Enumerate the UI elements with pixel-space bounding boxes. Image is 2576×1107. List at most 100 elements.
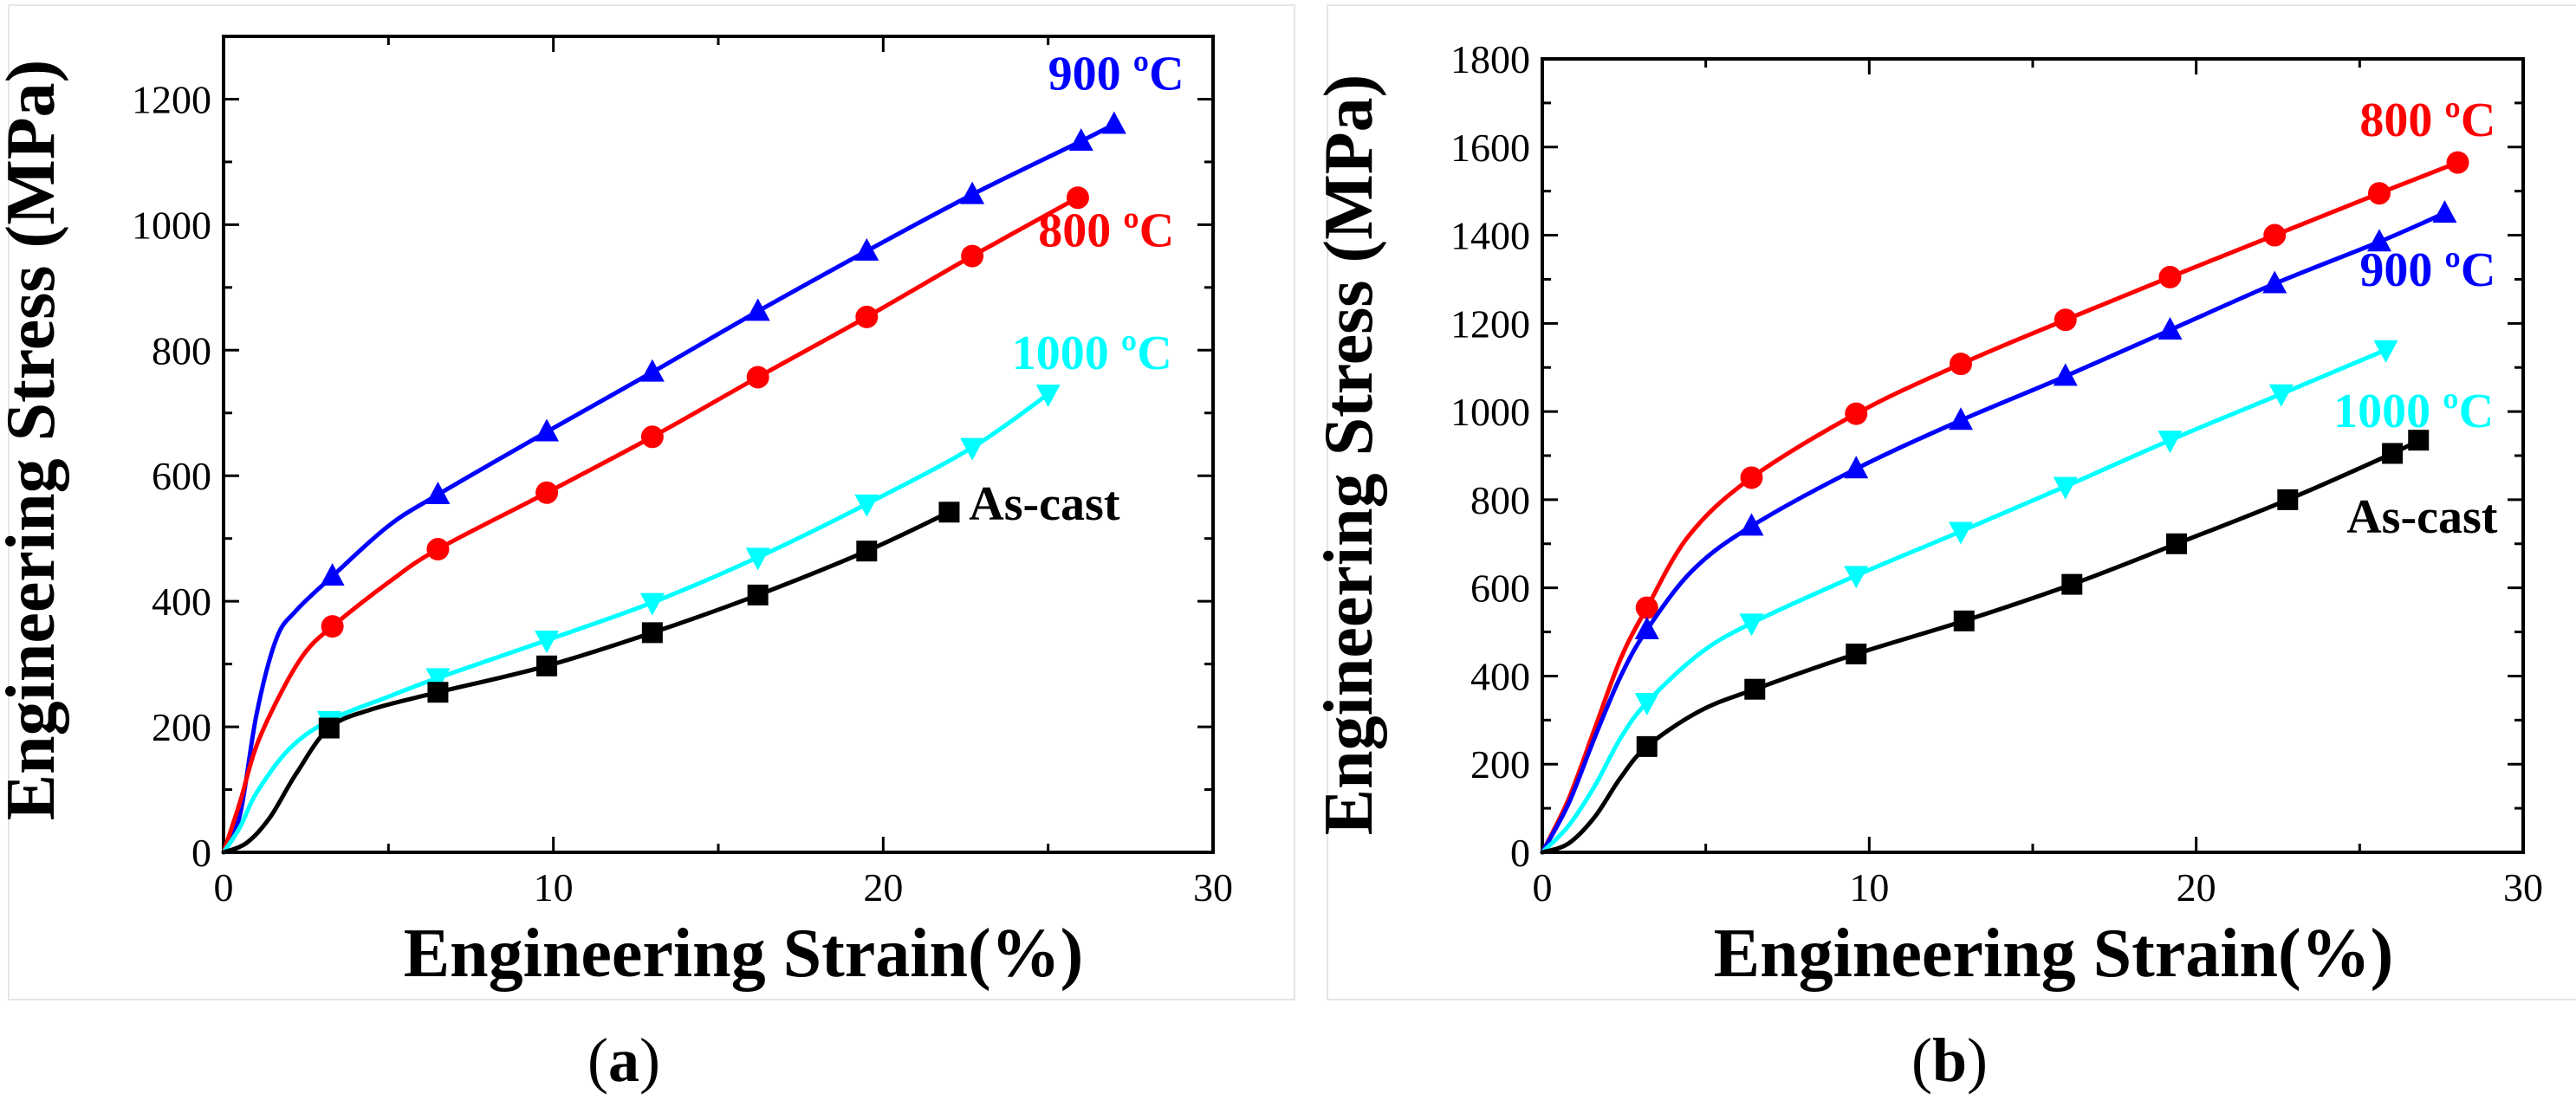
- y-tick-label: 200: [1470, 742, 1530, 787]
- data-point-triangle-up: [425, 481, 451, 504]
- data-point-square: [2061, 573, 2083, 595]
- data-point-circle: [1845, 402, 1868, 425]
- chart-panel-b: 0 10 20 30 0 200 400 600 800 1000 1200 1400 1600 1800…: [1311, 4, 2576, 1095]
- data-point-triangle-up: [2262, 270, 2287, 294]
- data-point-square: [1846, 644, 1867, 664]
- data-point-square: [2408, 430, 2430, 451]
- y-tick-label: 400: [1470, 654, 1530, 698]
- series-line: [221, 121, 1117, 855]
- y-tick-label: 1400: [1450, 214, 1530, 258]
- data-point-triangle-up: [745, 298, 770, 321]
- y-axis-title: Engineering Stress (MPa): [0, 60, 69, 820]
- x-axis-title: Engineering Strain(%): [404, 916, 1083, 992]
- data-point-triangle-down: [1948, 521, 1973, 545]
- series-label: As-cast: [969, 477, 1120, 531]
- series-label: 800 ºC: [2359, 94, 2495, 147]
- data-point-circle: [1740, 466, 1763, 489]
- y-tick-label: 800: [152, 328, 211, 372]
- x-tick-label: 20: [2177, 865, 2216, 910]
- data-point-square: [536, 655, 558, 676]
- series-label: 800 ºC: [1038, 204, 1174, 258]
- panel-label-letter: b: [1932, 1026, 1967, 1095]
- data-point-triangle-down: [960, 437, 985, 461]
- panel-label-open: (: [587, 1026, 608, 1095]
- data-point-circle: [746, 366, 769, 389]
- series-label: As-cast: [2346, 490, 2498, 544]
- data-point-triangle-up: [1844, 456, 1869, 479]
- series-as-cast: As-cast: [1540, 430, 2498, 855]
- y-tick-label: 0: [191, 831, 211, 875]
- data-point-triangle-up: [1101, 111, 1126, 134]
- panel-label: (b): [1911, 1026, 1988, 1095]
- y-tick-label: 1000: [132, 203, 211, 247]
- data-point-circle: [1635, 596, 1658, 619]
- data-point-circle: [426, 538, 450, 561]
- data-point-triangle-down: [1844, 566, 1869, 589]
- data-point-triangle-up: [1634, 617, 1659, 640]
- data-point-triangle-down: [425, 668, 451, 691]
- data-point-circle: [2054, 308, 2077, 332]
- series-900-c: 900 ºC: [221, 48, 1184, 855]
- data-point-triangle-up: [2053, 363, 2078, 386]
- data-point-triangle-up: [535, 418, 560, 442]
- data-point-triangle-up: [2157, 316, 2183, 340]
- series-label: 900 ºC: [1048, 48, 1184, 101]
- series-label: 1000 ºC: [1012, 327, 1172, 380]
- x-tick-label: 30: [2503, 865, 2543, 910]
- data-point-triangle-down: [1035, 385, 1061, 408]
- data-point-triangle-up: [1068, 128, 1093, 152]
- data-point-circle: [535, 481, 559, 504]
- data-point-square: [747, 584, 769, 605]
- y-tick-label: 600: [152, 454, 211, 498]
- panel-label-letter: a: [608, 1026, 639, 1095]
- x-tick-label: 0: [1533, 865, 1553, 910]
- x-tick-label: 10: [1849, 865, 1889, 910]
- x-axis-title: Engineering Strain(%): [1714, 916, 2393, 992]
- data-point-square: [938, 502, 960, 523]
- data-point-triangle-down: [639, 592, 665, 616]
- data-point-triangle-up: [1739, 513, 1764, 536]
- x-tick-label: 10: [534, 865, 574, 910]
- data-point-square: [318, 717, 340, 739]
- y-tick-label: 1800: [1450, 37, 1530, 81]
- panel-label: (a): [587, 1026, 660, 1095]
- panel-label-close: ): [639, 1026, 660, 1095]
- y-tick-label: 0: [1510, 831, 1530, 875]
- data-point-triangle-up: [320, 563, 345, 586]
- y-tick-label: 1000: [1450, 390, 1530, 434]
- y-axis-title: Engineering Stress (MPa): [1311, 74, 1387, 835]
- data-point-triangle-up: [2432, 200, 2457, 223]
- data-point-triangle-up: [1948, 407, 1973, 430]
- y-tick-label: 1200: [1450, 301, 1530, 346]
- y-tick-label: 400: [152, 579, 211, 624]
- data-point-square: [1636, 735, 1658, 757]
- series-label: 900 ºC: [2359, 243, 2495, 297]
- data-point-triangle-down: [1634, 692, 1659, 715]
- series-800-c: 800 ºC: [221, 186, 1174, 855]
- data-point-circle: [2158, 265, 2182, 288]
- data-point-triangle-up: [2366, 229, 2391, 252]
- panel-label-open: (: [1911, 1026, 1932, 1095]
- data-point-triangle-down: [535, 631, 560, 654]
- data-point-square: [2277, 489, 2299, 510]
- data-point-triangle-down: [2268, 384, 2294, 407]
- data-point-triangle-up: [854, 237, 879, 261]
- y-tick-label: 600: [1470, 566, 1530, 611]
- data-point-triangle-down: [745, 547, 770, 571]
- series-as-cast: As-cast: [221, 477, 1120, 855]
- y-tick-label: 1200: [132, 77, 211, 121]
- data-point-triangle-down: [1739, 613, 1764, 637]
- x-tick-label: 0: [214, 865, 234, 910]
- data-point-triangle-down: [854, 494, 879, 517]
- data-point-circle: [1066, 186, 1089, 210]
- data-point-square: [641, 622, 663, 644]
- data-point-square: [1744, 678, 1766, 700]
- series-line: [221, 509, 951, 855]
- data-point-triangle-down: [2373, 340, 2398, 363]
- series-1000-c: 1000 ºC: [1540, 340, 2494, 855]
- data-point-triangle-down: [2053, 476, 2078, 500]
- panel-frame: [8, 4, 1295, 1000]
- data-point-circle: [321, 615, 344, 638]
